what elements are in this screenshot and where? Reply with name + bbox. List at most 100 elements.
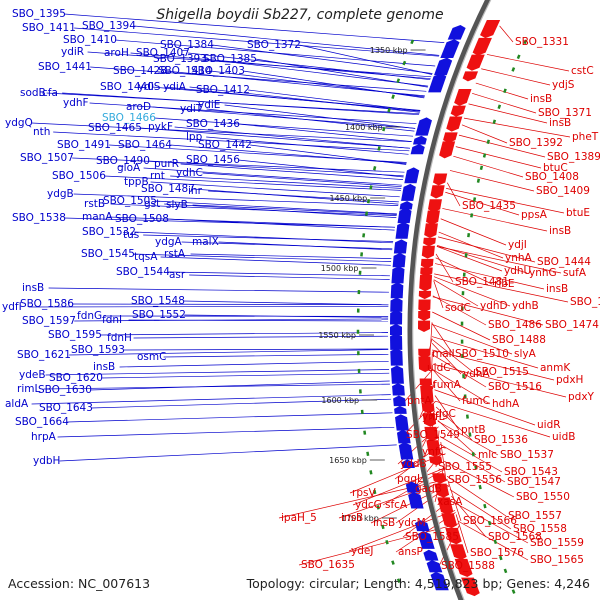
- tick-mark: [511, 589, 516, 594]
- left-callout-line: [43, 383, 390, 390]
- right-gene-label: uidC: [427, 362, 451, 374]
- plus-gene-arrow: [399, 201, 413, 210]
- left-callout-line: [250, 144, 407, 165]
- plus-gene-arrow: [390, 333, 403, 350]
- right-gene-label: ydgC: [429, 408, 456, 420]
- tick-mark: [387, 107, 391, 113]
- tick-mark: [474, 465, 478, 470]
- left-gene-label: SBO_1440: [100, 81, 154, 93]
- minus-gene-arrow: [466, 54, 485, 71]
- right-callout-line: [445, 191, 520, 216]
- plus-gene-arrow: [423, 549, 439, 561]
- right-gene-label: SBO_1516: [488, 381, 542, 393]
- tick-mark: [516, 54, 521, 60]
- left-gene-label: ydgB: [47, 188, 74, 200]
- minus-gene-arrow: [423, 237, 436, 247]
- left-gene-label: ydhC: [176, 167, 203, 179]
- left-callout-line: [238, 159, 404, 178]
- right-gene-label: SBO_1547: [507, 476, 561, 488]
- tick-mark: [391, 560, 395, 565]
- left-callout-line: [164, 203, 397, 218]
- left-gene-label: SBO_1552: [132, 309, 186, 321]
- right-callout-line: [440, 441, 447, 481]
- tick-mark: [470, 213, 474, 218]
- right-gene-label: SBO_1550: [516, 491, 570, 503]
- left-callout-line: [89, 102, 417, 125]
- left-gene-label: tqsA: [134, 251, 158, 263]
- tick-mark: [362, 233, 366, 238]
- plus-gene-arrow: [393, 239, 408, 254]
- left-gene-label: rimL: [17, 383, 40, 395]
- plus-gene-arrow: [390, 365, 404, 384]
- left-gene-label: hrpA: [31, 431, 57, 443]
- right-callout-line: [451, 495, 487, 538]
- left-gene-label: ydiR: [61, 46, 84, 58]
- tick-mark: [365, 211, 369, 216]
- left-gene-label: SBO_1595: [48, 329, 102, 341]
- right-gene-label: SBO_1409: [536, 185, 590, 197]
- right-gene-label: ydhB: [512, 300, 539, 312]
- tick-mark: [472, 197, 477, 202]
- left-callout-line: [48, 287, 389, 293]
- left-callout-line: [90, 66, 427, 92]
- left-callout-line: [72, 303, 389, 305]
- right-gene-label: insB: [341, 512, 363, 524]
- left-gene-label: SBO_1456: [186, 154, 240, 166]
- left-callout-line: [73, 193, 399, 206]
- plus-gene-arrow: [440, 39, 460, 59]
- left-gene-label: pykF: [148, 121, 173, 133]
- tick-mark: [369, 185, 373, 190]
- tick-label: 1400 kbp: [345, 123, 383, 132]
- right-callout-line: [436, 246, 503, 272]
- accession-label: Accession: NC_007613: [8, 576, 151, 591]
- left-callout-line: [184, 314, 389, 318]
- right-callout-line: [439, 436, 503, 473]
- right-callout-line: [298, 523, 459, 566]
- left-callout-line: [143, 167, 402, 186]
- tick-mark: [382, 126, 386, 132]
- left-gene-label: SBO_1538: [12, 212, 66, 224]
- right-gene-label: fumC: [462, 395, 490, 407]
- left-gene-label: SBO_1630: [38, 384, 92, 396]
- tick-mark: [373, 166, 377, 171]
- left-callout-line: [57, 426, 395, 438]
- tick-mark: [366, 451, 370, 456]
- plus-gene-arrow: [394, 405, 407, 414]
- left-gene-label: manA: [82, 211, 113, 223]
- left-gene-label: SBO_1410: [63, 34, 117, 46]
- left-callout-line: [189, 86, 420, 113]
- plus-gene-arrow: [412, 135, 427, 145]
- left-callout-line: [167, 218, 395, 231]
- plus-gene-arrow: [390, 323, 403, 336]
- minus-gene-arrow: [454, 558, 473, 577]
- plus-gene-arrow: [390, 282, 404, 299]
- left-callout-line: [154, 117, 414, 137]
- left-gene-label: tus: [123, 229, 139, 241]
- left-gene-label: SBO_1442: [198, 139, 252, 151]
- tick-mark: [482, 153, 487, 158]
- left-gene-label: SBO_1487: [141, 183, 195, 195]
- left-gene-label: nth: [33, 126, 50, 138]
- left-callout-line: [160, 256, 391, 266]
- right-callout-line: [431, 336, 539, 369]
- right-gene-label: pntA: [407, 395, 432, 407]
- feature-tracks: [390, 20, 501, 597]
- right-callout-line: [432, 349, 555, 381]
- left-gene-label: ydiS: [138, 81, 161, 93]
- right-callout-lines: [278, 25, 571, 567]
- left-gene-label: SBO_1395: [12, 8, 66, 20]
- minus-gene-arrow: [421, 403, 435, 414]
- plus-gene-arrow: [410, 143, 425, 155]
- backbone-ring: [407, 0, 492, 600]
- minus-gene-arrow: [418, 299, 431, 313]
- minus-gene-arrow: [418, 320, 431, 332]
- right-gene-label: SBO_1558: [513, 523, 567, 535]
- right-gene-label: SBO_1392: [509, 137, 563, 149]
- left-callout-line: [62, 92, 420, 116]
- right-gene-label: hdhA: [492, 398, 520, 410]
- minus-gene-arrow: [418, 356, 432, 373]
- tick-mark: [376, 505, 380, 510]
- tick-mark: [476, 178, 481, 183]
- right-gene-label: gadB: [415, 483, 442, 495]
